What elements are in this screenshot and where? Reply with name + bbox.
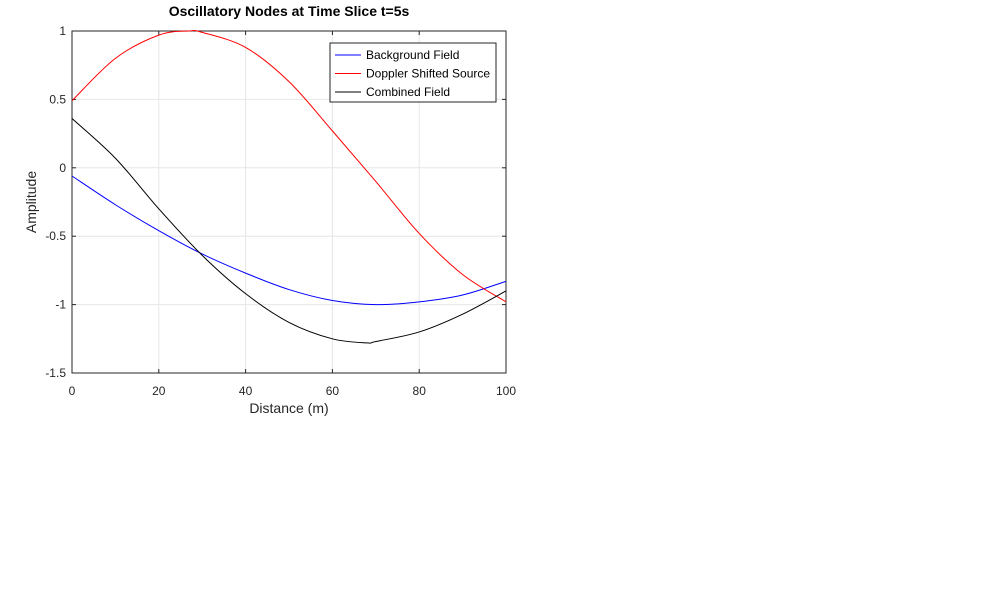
series-lines <box>71 29 507 344</box>
y-axis-label: Amplitude <box>23 171 39 233</box>
y-tick-label: -1.5 <box>45 366 66 380</box>
series-line-background-field <box>71 175 507 306</box>
legend-label: Background Field <box>366 48 459 62</box>
x-axis-label: Distance (m) <box>249 400 328 416</box>
x-tick-label: 60 <box>326 384 340 398</box>
x-tick-label: 0 <box>69 384 76 398</box>
y-tick-label: 0 <box>59 161 66 175</box>
series-line-combined-field <box>71 118 507 344</box>
series-line-doppler-shifted-source <box>71 29 507 303</box>
x-tick-label: 20 <box>152 384 166 398</box>
y-tick-label: -0.5 <box>45 229 66 243</box>
axis-ticks <box>71 30 507 374</box>
plot-area <box>71 30 507 374</box>
y-tick-label: 0.5 <box>49 92 66 106</box>
y-tick-label: -1 <box>55 298 66 312</box>
tick-labels: 0 20 40 60 80 100 -1.5 -1 -0.5 0 0.5 1 <box>45 24 516 398</box>
x-tick-label: 40 <box>239 384 253 398</box>
legend-label: Combined Field <box>366 85 450 99</box>
y-tick-label: 1 <box>59 24 66 38</box>
x-tick-label: 100 <box>496 384 516 398</box>
legend: Background Field Doppler Shifted Source Co… <box>329 42 497 103</box>
x-tick-label: 80 <box>413 384 427 398</box>
chart-title: Oscillatory Nodes at Time Slice t=5s <box>169 3 410 19</box>
legend-label: Doppler Shifted Source <box>366 67 490 81</box>
